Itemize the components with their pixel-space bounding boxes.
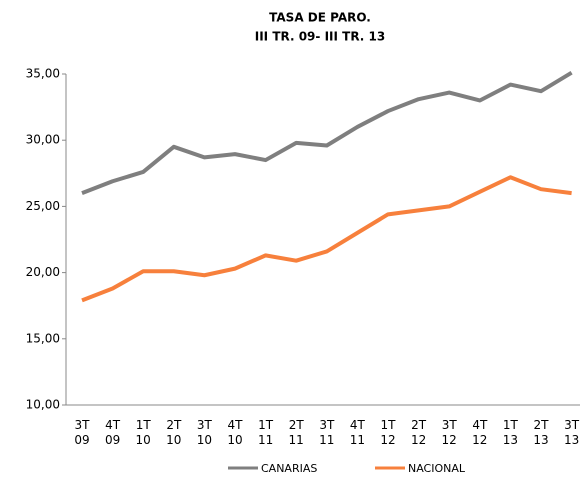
- x-tick-label: 3T 10: [196, 418, 213, 447]
- x-tick-label: 1T 11: [257, 418, 274, 447]
- x-tick-label: 2T 10: [166, 418, 182, 447]
- x-tick-label: 4T 09: [104, 418, 121, 447]
- x-tick-label: 2T 12: [410, 418, 427, 447]
- y-tick-label: 15,00: [26, 331, 60, 345]
- x-tick-label: 3T 12: [441, 418, 457, 447]
- legend-label: NACIONAL: [408, 462, 466, 475]
- x-tick-label: 2T 11: [288, 418, 304, 447]
- x-tick-label: 4T 12: [472, 418, 488, 447]
- x-tick-label: 3T 13: [563, 418, 580, 447]
- y-tick-label: 10,00: [26, 398, 60, 412]
- legend-label: CANARIAS: [261, 462, 317, 475]
- y-tick-label: 30,00: [26, 133, 60, 147]
- x-tick-label: 1T 10: [135, 418, 151, 447]
- y-tick-label: 20,00: [26, 265, 60, 279]
- x-tick-label: 2T 13: [533, 418, 549, 447]
- chart-subtitle: III TR. 09- III TR. 13: [255, 30, 385, 44]
- x-tick-label: 1T 13: [502, 418, 519, 447]
- x-tick-label: 4T 10: [227, 418, 243, 447]
- series-line: [81, 175, 572, 303]
- x-tick-label: 1T 12: [380, 418, 396, 447]
- series-line: [81, 70, 573, 196]
- y-tick-label: 35,00: [26, 67, 60, 81]
- x-tick-label: 3T 09: [74, 418, 90, 447]
- y-tick-label: 25,00: [26, 199, 60, 213]
- x-tick-label: 4T 11: [349, 418, 366, 447]
- chart-title: TASA DE PARO.: [269, 11, 371, 25]
- x-tick-label: 3T 11: [319, 418, 335, 447]
